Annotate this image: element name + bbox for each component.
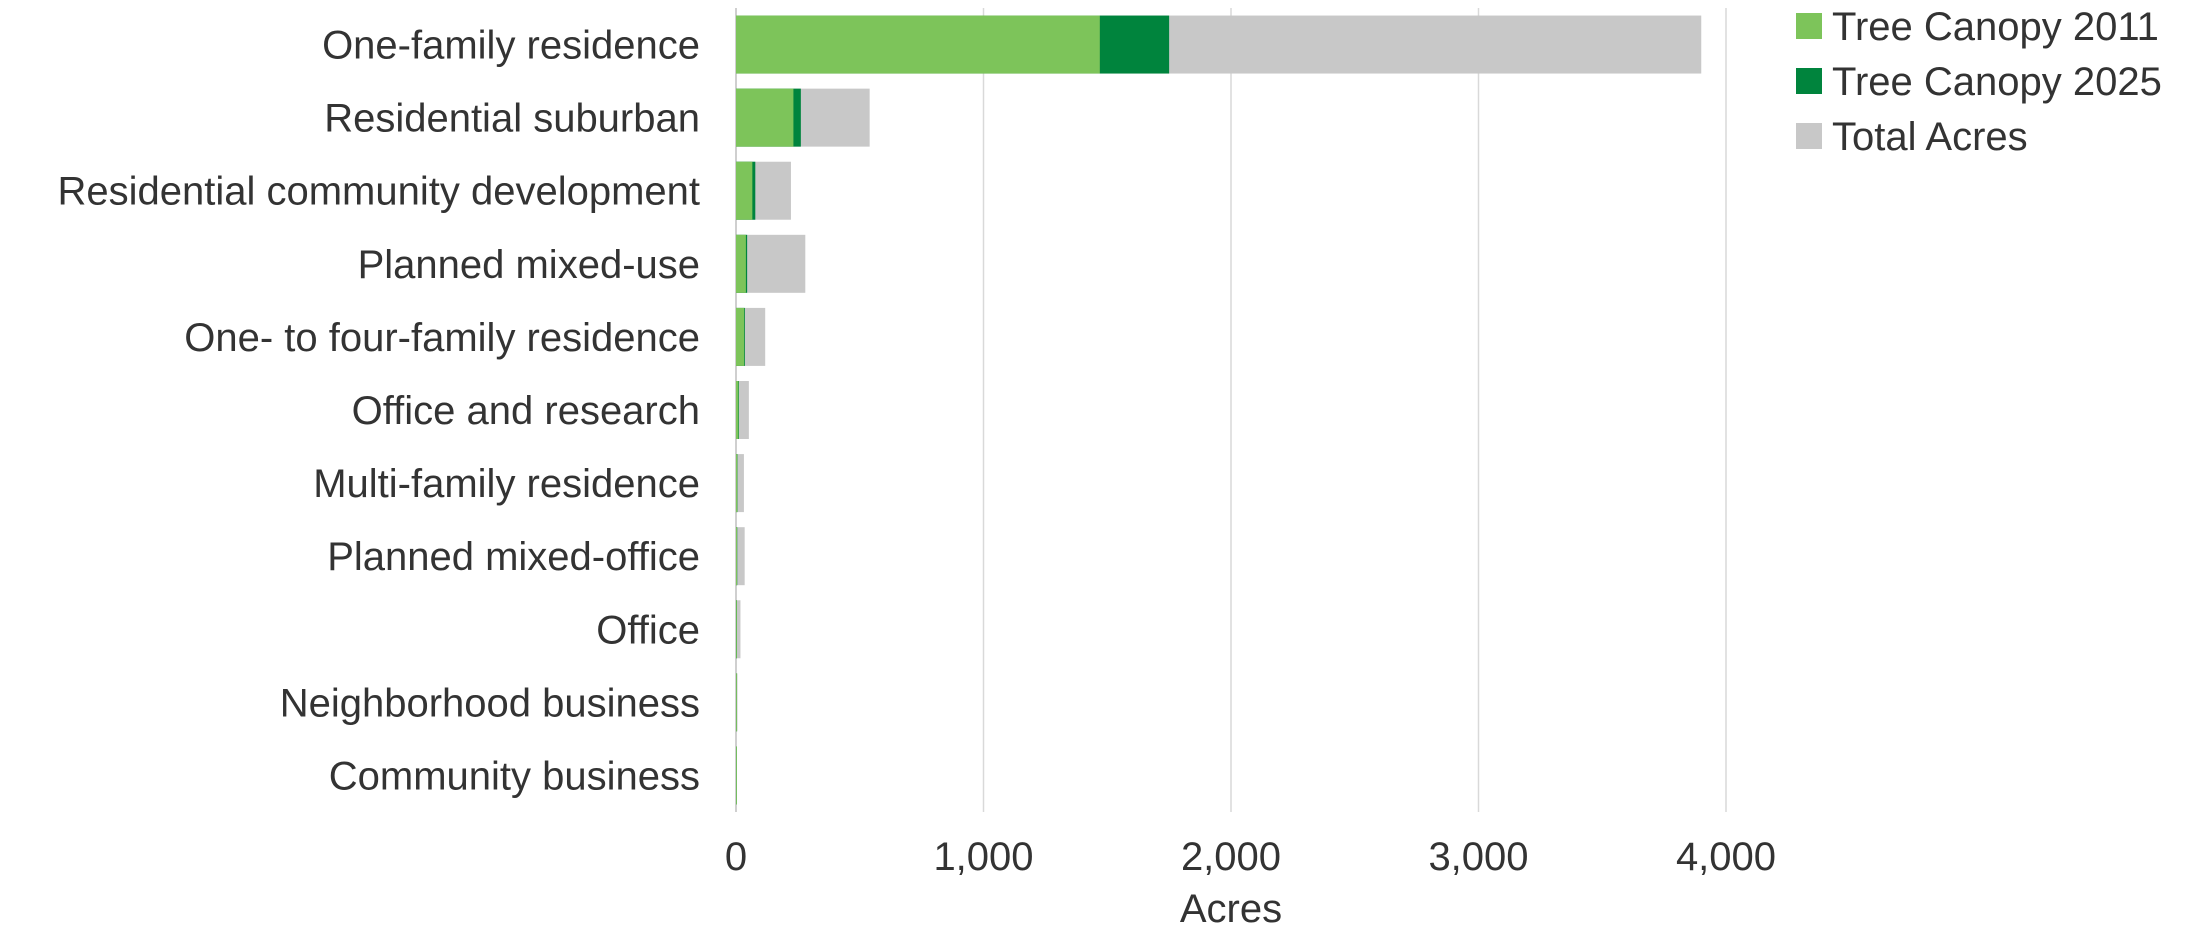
bars xyxy=(736,15,1702,805)
bar-tree-canopy-2011-neighborhood-business xyxy=(736,673,737,732)
bar-total-acres-office xyxy=(736,600,741,659)
bar-tree-canopy-2011-one-family-residence xyxy=(736,15,1100,74)
category-label-office: Office xyxy=(596,608,700,652)
bar-total-acres-planned-mixed-use xyxy=(736,234,806,293)
legend-swatch-tree-canopy-2025 xyxy=(1796,68,1822,94)
category-label-residential-suburban: Residential suburban xyxy=(324,97,700,141)
gridlines xyxy=(735,8,1727,812)
category-label-one-to-four-family-residence: One- to four-family residence xyxy=(184,316,700,360)
bar-total-acres-office-and-research xyxy=(736,381,749,439)
bar-tree-canopy-2011-planned-mixed-office xyxy=(736,527,737,586)
x-tick-label-0: 0 xyxy=(725,835,747,879)
legend-label-total-acres: Total Acres xyxy=(1832,115,2028,159)
category-labels: One-family residence Residential suburban… xyxy=(57,24,700,799)
category-label-one-family-residence: One-family residence xyxy=(322,24,700,68)
bar-tree-canopy-2011-office-and-research xyxy=(736,381,739,439)
legend-swatch-total-acres xyxy=(1796,123,1822,149)
legend-swatch-tree-canopy-2011 xyxy=(1796,13,1822,39)
x-tick-label-2-000: 2,000 xyxy=(1181,835,1281,879)
category-label-multi-family-residence: Multi-family residence xyxy=(313,462,700,506)
bar-total-acres-planned-mixed-office xyxy=(736,527,745,586)
category-label-residential-community-development: Residential community development xyxy=(57,170,700,214)
bar-tree-canopy-2011-community-business xyxy=(736,746,737,805)
bar-tree-canopy-2011-residential-community-development xyxy=(736,161,753,220)
bar-tree-canopy-2011-multi-family-residence xyxy=(736,454,738,513)
x-axis-title: Acres xyxy=(1180,887,1282,928)
category-label-community-business: Community business xyxy=(329,754,700,798)
category-label-neighborhood-business: Neighborhood business xyxy=(280,681,700,725)
x-tick-label-3-000: 3,000 xyxy=(1428,835,1528,879)
bar-tree-canopy-2011-office xyxy=(736,600,737,659)
category-label-planned-mixed-office: Planned mixed-office xyxy=(327,535,700,579)
category-label-office-and-research: Office and research xyxy=(352,389,700,433)
x-tick-label-4-000: 4,000 xyxy=(1676,835,1776,879)
bar-tree-canopy-2011-planned-mixed-use xyxy=(736,234,746,293)
bar-total-acres-multi-family-residence xyxy=(736,454,744,513)
x-axis-ticks: 0 1,000 2,000 3,000 4,000 xyxy=(725,835,1776,879)
legend-label-tree-canopy-2011: Tree Canopy 2011 xyxy=(1832,5,2159,49)
legend: Tree Canopy 2011 Tree Canopy 2025 Total Ac… xyxy=(1796,5,2162,159)
x-tick-label-1-000: 1,000 xyxy=(933,835,1033,879)
bar-tree-canopy-2011-residential-suburban xyxy=(736,88,794,147)
legend-label-tree-canopy-2025: Tree Canopy 2025 xyxy=(1832,60,2162,104)
bar-tree-canopy-2011-one-to-four-family-residence xyxy=(736,307,745,366)
category-label-planned-mixed-use: Planned mixed-use xyxy=(358,243,700,287)
